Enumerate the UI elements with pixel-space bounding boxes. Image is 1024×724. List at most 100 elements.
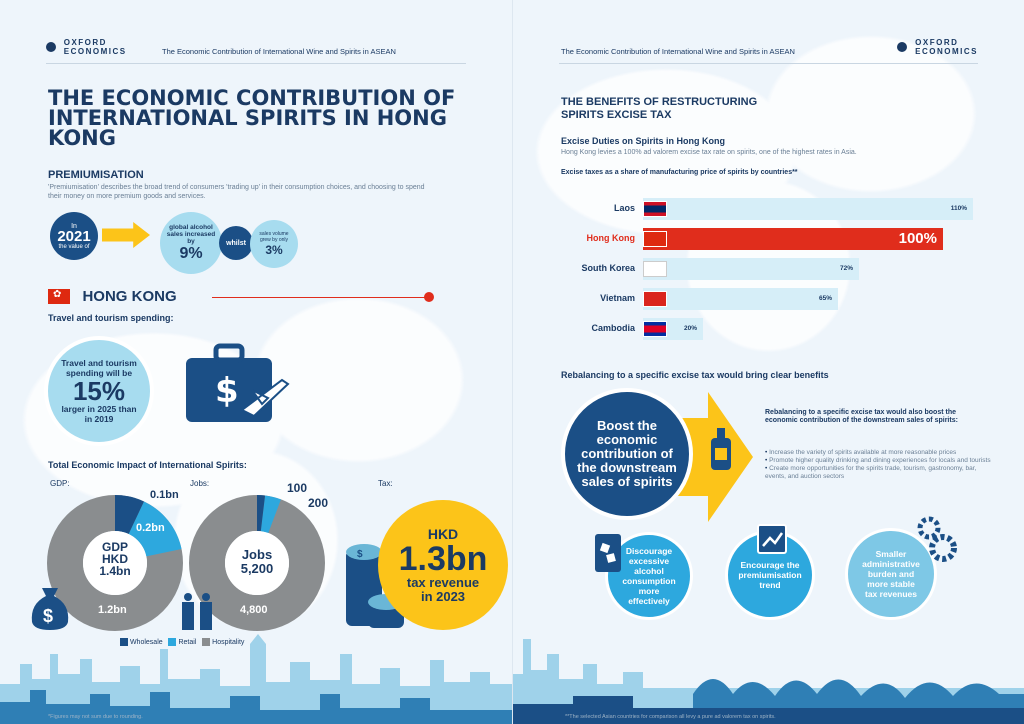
legend-wholesale-swatch [120,638,128,646]
gdp-center [83,531,147,595]
hk-heading-row: HONG KONG [48,288,177,306]
jobs-hospitality-label: 4,800 [240,604,268,616]
bullet-item: Promote higher quality drinking and dini… [765,457,995,465]
tax-amount: 1.3bn [398,540,488,578]
logo-icon [46,42,56,52]
header-title: The Economic Contribution of Internation… [162,47,396,56]
bar-row: Laos 110% [513,198,1024,220]
travel-line2: larger in 2025 than in 2019 [61,404,137,424]
people-icon [182,593,212,630]
gears-icon [917,516,957,562]
bar: 72% [643,258,859,280]
country-flag-icon [643,201,667,217]
bar-category-label: Hong Kong [586,233,636,243]
value-of-label: the value of [58,243,90,250]
benefit-bullets: Increase the variety of spirits availabl… [765,449,995,481]
left-header: OXFORD ECONOMICS The Economic Contributi… [46,36,466,64]
global-sales-pct: 9% [179,244,203,262]
gdp-label: GDP: [50,479,70,488]
volume-bubble: sales volume grew by only 3% [250,220,298,268]
logo-line1: OXFORD [63,38,107,47]
left-footnote: *Figures may not sum due to rounding. [48,714,143,720]
bar: 100% [643,228,943,250]
gdp-center-text: GDP HKD 1.4bn [86,541,144,577]
gdp-wholesale-arc [47,495,183,631]
impact-heading: Total Economic Impact of International S… [48,460,247,470]
premium-text: 'Premiumisation' describes the broad tre… [48,184,425,200]
travel-pct: 15% [72,376,126,406]
right-header: The Economic Contribution of Internation… [559,36,978,64]
legend-retail: Retail [178,638,197,646]
pin-icon [424,292,434,302]
bar-row: Vietnam 65% [513,288,1024,310]
svg-text:$: $ [215,371,239,411]
bar: 65% [643,288,838,310]
city-skyline [0,634,512,724]
legend-hospitality-swatch [202,638,211,646]
logo-icon-right [897,42,908,52]
travel-line1: Travel and tourism spending will be [61,358,137,378]
hk-heading: HONG KONG [82,288,177,306]
arrow-icon [102,222,150,248]
svg-text:$: $ [357,549,363,560]
rebalance-text: Rebalancing to a specific excise tax wou… [765,409,958,424]
logo-line2-right: ECONOMICS [915,47,978,56]
bar-category-label: Vietnam [600,293,635,303]
bar: 110% [643,198,973,220]
country-flag-icon [643,321,667,337]
bottle-icon [711,428,731,470]
tax-bubble: HKD 1.3bn tax revenue in 2023 [378,500,508,630]
trend-chart-icon [757,524,787,554]
jobs-wholesale-label: 100 [287,481,308,495]
duties-text: Hong Kong levies a 100% ad valorem excis… [561,149,857,156]
bar-category-label: Laos [613,203,635,213]
left-page: OXFORD ECONOMICS The Economic Contributi… [0,0,512,724]
tax-label: Tax: [378,479,393,488]
jobs-retail-label: 200 [308,496,329,510]
svg-text:$: $ [43,606,53,626]
logo-line1-right: OXFORD [915,38,959,47]
boost-bubble: Boost the economic contribution of the d… [561,388,693,520]
global-sales-bubble: global alcohol sales increased by 9% [160,212,222,274]
jobs-center-line1: Jobs [241,547,273,562]
tax-currency: HKD [427,526,459,542]
legend-hospitality: Hospitality [212,638,245,646]
bar-row: Hong Kong 100% [513,228,1024,250]
jobs-label: Jobs: [190,479,210,488]
bullet-item: Increase the variety of spirits availabl… [765,449,995,457]
rebalance-heading: Rebalancing to a specific excise tax wou… [561,370,829,380]
bar-value-label: 100% [898,230,937,247]
tax-line1: tax revenue [406,575,480,590]
jobs-donut [189,495,325,631]
bullet-item: Create more opportunities for the spirit… [765,465,995,481]
tax-line2: in 2023 [420,589,466,604]
suitcase-plane-icon: $ [186,343,290,422]
volume-text: sales volume grew by only [259,231,289,243]
gdp-center-line3: 1.4bn [99,564,131,578]
gdp-wholesale-label: 0.1bn [150,489,179,501]
whilst-bubble: whilst [219,226,253,260]
jobs-wholesale-arc [189,495,325,631]
jobs-center [225,531,289,595]
oxford-logo-right: OXFORD ECONOMICS [897,38,978,56]
bar-value-label: 110% [950,205,967,212]
year-bubble: In 2021 the value of [50,212,98,260]
country-flag-icon [643,231,667,247]
right-header-title: The Economic Contribution of Internation… [561,47,795,56]
gdp-retail-label: 0.2bn [136,522,165,534]
gdp-hospitality-label: 1.2bn [98,604,127,616]
volume-pct: 3% [265,243,283,257]
jobs-center-line2: 5,200 [240,561,274,576]
right-page: The Economic Contribution of Internation… [512,0,1024,724]
premium-heading: PREMIUMISATION [48,169,144,181]
bar-value-label: 65% [818,295,832,302]
benefit-admin: Smaller administrative burden and more s… [845,528,937,620]
bar-category-label: Cambodia [591,323,635,333]
global-sales-text: global alcohol sales increased by [166,223,216,245]
jobs-center-text: Jobs 5,200 [228,548,286,576]
travel-heading: Travel and tourism spending: [48,313,174,323]
hk-flag-icon [48,289,70,305]
bar-category-label: South Korea [581,263,635,273]
bar-row: South Korea 72% [513,258,1024,280]
chart-heading: Excise taxes as a share of manufacturing… [561,169,798,176]
